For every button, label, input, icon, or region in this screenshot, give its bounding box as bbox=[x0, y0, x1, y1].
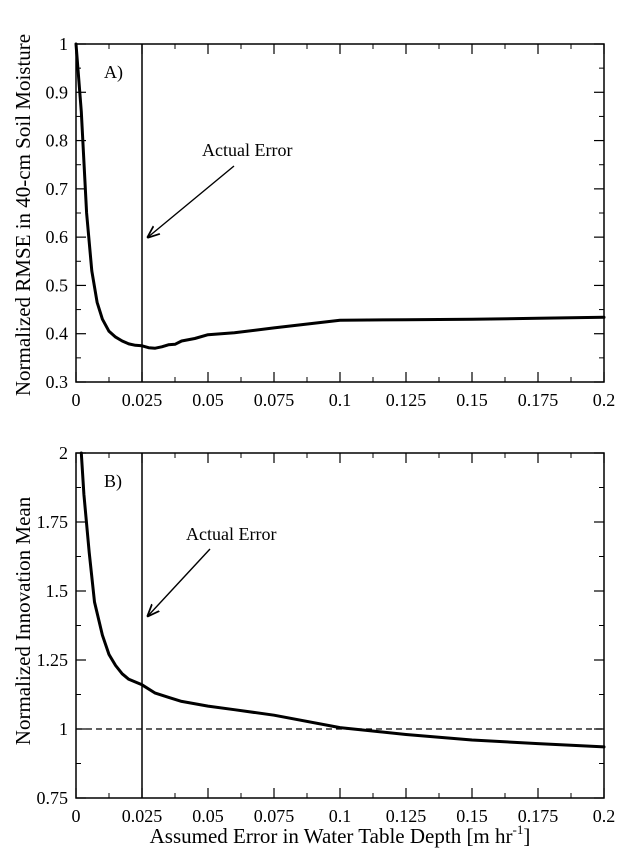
panel-b-xtick-label: 0.1 bbox=[329, 806, 352, 826]
x-axis-label-exponent: -1 bbox=[513, 822, 524, 837]
panel-a-plot-frame bbox=[75, 43, 605, 383]
panel-b: Normalized Innovation Mean B) Actual Err… bbox=[11, 443, 615, 826]
panel-b-xtick-label: 0.125 bbox=[386, 806, 427, 826]
panel-b-xtick-label: 0.175 bbox=[518, 806, 559, 826]
x-axis-label-tail: ] bbox=[523, 824, 530, 848]
panel-a-ylabel: Normalized RMSE in 40-cm Soil Moisture bbox=[11, 34, 35, 396]
panel-a-label: A) bbox=[104, 62, 123, 83]
panel-a-xtick-label: 0.125 bbox=[386, 390, 427, 410]
panel-b-xtick-label: 0.075 bbox=[254, 806, 295, 826]
panel-a: Normalized RMSE in 40-cm Soil Moisture A… bbox=[11, 34, 615, 410]
panel-b-ytick-label: 2 bbox=[59, 443, 68, 463]
panel-a-ytick-label: 0.7 bbox=[46, 179, 69, 199]
panel-a-xtick-label: 0.05 bbox=[192, 390, 224, 410]
x-axis-label-main: Assumed Error in Water Table Depth [m hr bbox=[150, 824, 513, 848]
panel-a-series-line bbox=[74, 42, 606, 350]
panel-b-ytick-label: 1.75 bbox=[37, 512, 69, 532]
panel-a-ytick-label: 0.3 bbox=[46, 372, 69, 392]
panel-a-xtick-label: 0.025 bbox=[122, 390, 163, 410]
panel-a-xtick-label: 0.1 bbox=[329, 390, 352, 410]
panel-b-xtick-label: 0.15 bbox=[456, 806, 488, 826]
panel-a-annotation: Actual Error bbox=[202, 140, 292, 160]
panel-b-ylabel: Normalized Innovation Mean bbox=[11, 496, 35, 745]
panel-b-xtick-label: 0 bbox=[72, 806, 81, 826]
panel-b-ytick-label: 1 bbox=[59, 719, 68, 739]
panel-a-xtick-label: 0.2 bbox=[593, 390, 616, 410]
panel-b-xtick-label: 0.05 bbox=[192, 806, 224, 826]
panel-b-plot-frame bbox=[75, 452, 605, 799]
panel-a-xtick-label: 0.075 bbox=[254, 390, 295, 410]
panel-b-ytick-label: 1.25 bbox=[37, 650, 69, 670]
panel-b-annotation-arrow bbox=[148, 548, 211, 616]
panel-b-series-line bbox=[79, 451, 606, 749]
panel-b-label: B) bbox=[104, 471, 122, 492]
panel-b-xtick-label: 0.2 bbox=[593, 806, 616, 826]
panel-b-xtick-label: 0.025 bbox=[122, 806, 163, 826]
panel-a-xtick-label: 0 bbox=[72, 390, 81, 410]
panel-a-ytick-label: 0.5 bbox=[46, 275, 69, 295]
panel-a-ytick-label: 0.9 bbox=[46, 82, 69, 102]
panel-a-ytick-label: 0.8 bbox=[46, 131, 69, 151]
panel-b-annotation: Actual Error bbox=[186, 524, 276, 544]
panel-b-ytick-label: 1.5 bbox=[46, 581, 69, 601]
panel-a-ytick-label: 1 bbox=[59, 34, 68, 54]
panel-a-ytick-label: 0.6 bbox=[46, 227, 69, 247]
panel-a-xtick-label: 0.15 bbox=[456, 390, 488, 410]
panel-a-ytick-label: 0.4 bbox=[46, 324, 69, 344]
panel-a-annotation-arrow bbox=[148, 165, 235, 237]
panel-b-ytick-label: 0.75 bbox=[37, 788, 69, 808]
panel-a-xtick-label: 0.175 bbox=[518, 390, 559, 410]
x-axis-label: Assumed Error in Water Table Depth [m hr… bbox=[150, 822, 531, 848]
